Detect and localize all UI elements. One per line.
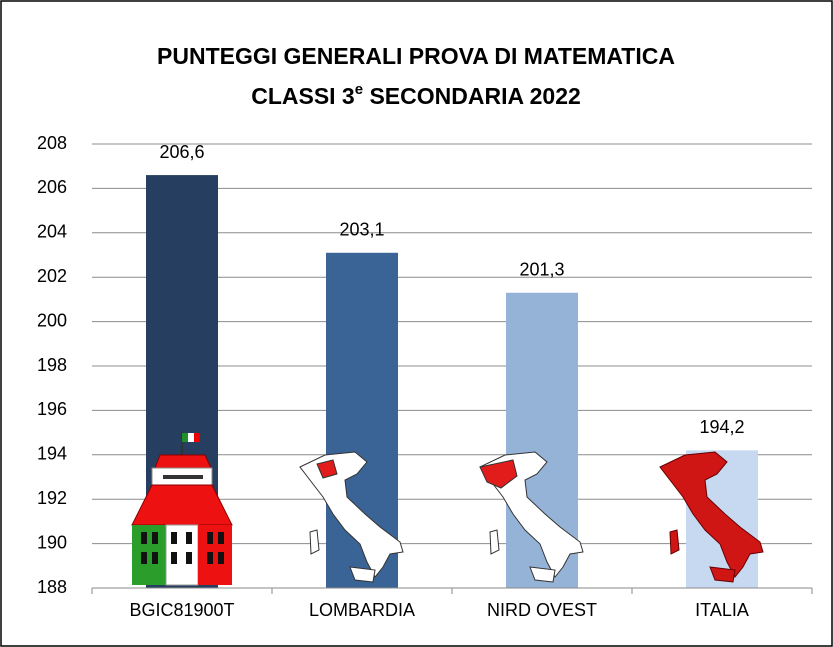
italy-map-italia — [659, 451, 764, 583]
value-label: 206,6 — [159, 142, 204, 162]
chart-subtitle: CLASSI 3e SECONDARIA 2022 — [251, 81, 581, 109]
y-tick-label: 194 — [37, 444, 67, 464]
icons — [131, 432, 764, 586]
x-tick-label: LOMBARDIA — [309, 600, 415, 620]
y-tick-label: 200 — [37, 310, 67, 330]
y-tick-label: 192 — [37, 488, 67, 508]
y-tick-label: 202 — [37, 266, 67, 286]
y-tick-label: 196 — [37, 399, 67, 419]
italy-map-nird-ovest — [479, 451, 584, 583]
y-tick-label: 188 — [37, 577, 67, 597]
x-tick-label: BGIC81900T — [129, 600, 234, 620]
chart-title: PUNTEGGI GENERALI PROVA DI MATEMATICA — [157, 43, 675, 69]
value-label: 201,3 — [519, 259, 564, 279]
italy-map-lombardia — [299, 451, 404, 583]
y-tick-label: 206 — [37, 177, 67, 197]
y-tick-label: 190 — [37, 532, 67, 552]
x-tick-label: NIRD OVEST — [487, 600, 597, 620]
value-label: 203,1 — [339, 220, 384, 240]
y-tick-label: 198 — [37, 355, 67, 375]
value-label: 194,2 — [699, 417, 744, 437]
subtitle-part: CLASSI 3 — [251, 83, 355, 109]
x-tick-label: ITALIA — [695, 600, 749, 620]
y-tick-label: 204 — [37, 222, 67, 242]
school-icon — [131, 432, 233, 586]
y-tick-label: 208 — [37, 133, 67, 153]
subtitle-part: SECONDARIA 2022 — [363, 83, 581, 109]
subtitle-superscript: e — [355, 81, 363, 98]
